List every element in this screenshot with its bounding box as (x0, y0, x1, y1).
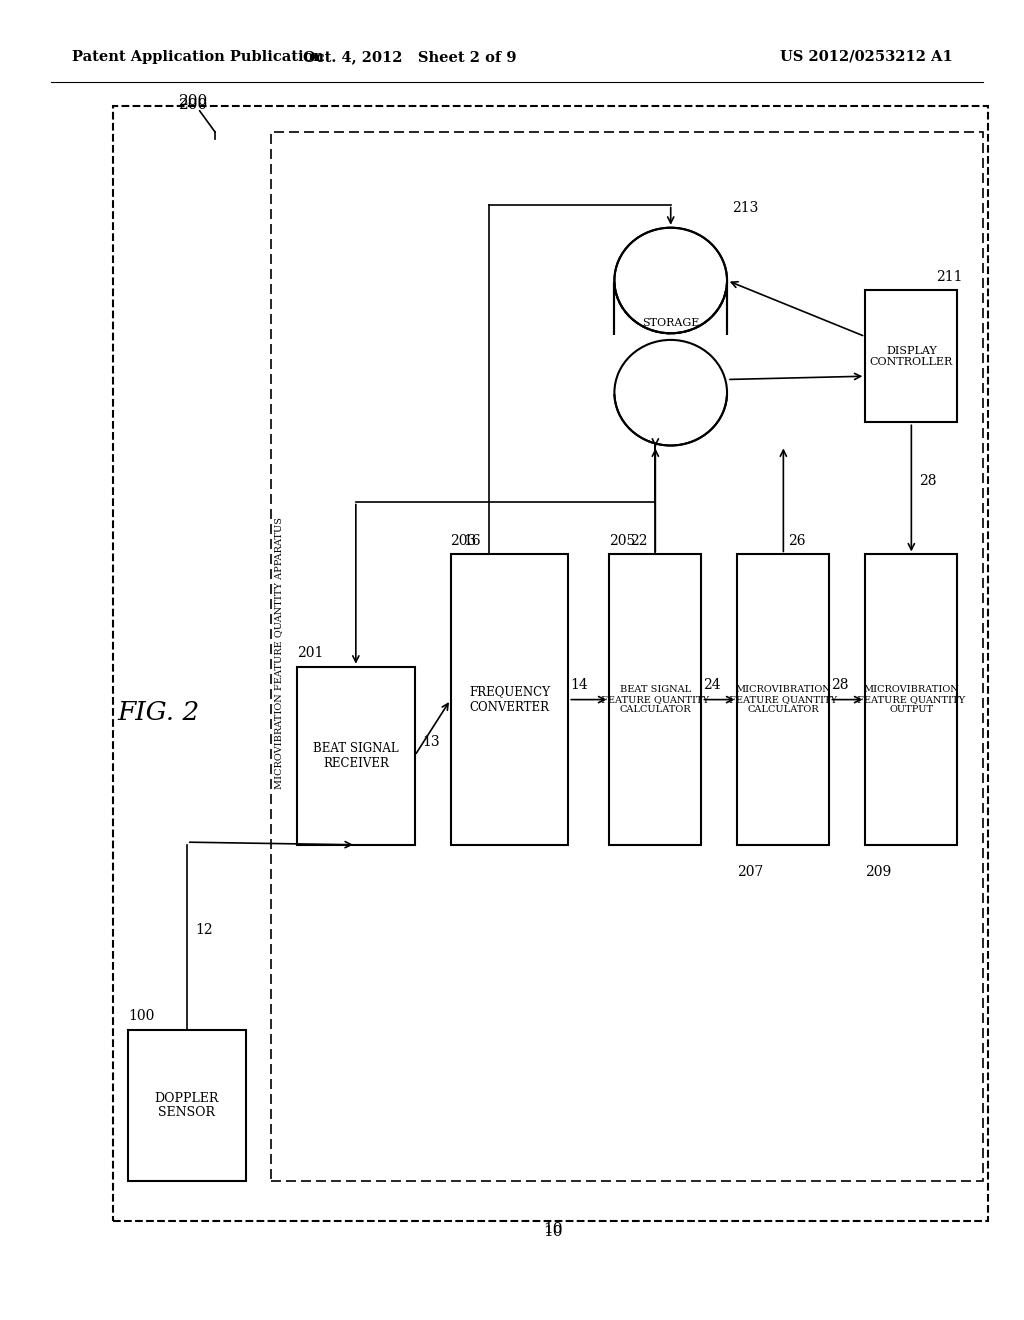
Bar (113, 106, 988, 1221)
Bar (865, 554, 957, 845)
Ellipse shape (614, 339, 727, 445)
Text: 205: 205 (609, 533, 636, 548)
Bar (614, 281, 727, 393)
Text: 10: 10 (543, 1225, 563, 1239)
Text: 213: 213 (732, 201, 759, 214)
Bar (612, 222, 729, 281)
Ellipse shape (614, 227, 727, 333)
Text: 22: 22 (630, 533, 647, 548)
Text: 14: 14 (570, 677, 588, 692)
Text: 12: 12 (195, 923, 213, 937)
Text: 200: 200 (179, 98, 209, 112)
Text: BEAT SIGNAL
FEATURE QUANTITY
CALCULATOR: BEAT SIGNAL FEATURE QUANTITY CALCULATOR (601, 685, 710, 714)
Text: 24: 24 (703, 677, 721, 692)
Text: US 2012/0253212 A1: US 2012/0253212 A1 (779, 50, 952, 63)
Text: Oct. 4, 2012   Sheet 2 of 9: Oct. 4, 2012 Sheet 2 of 9 (303, 50, 516, 63)
Bar (737, 554, 829, 845)
Bar (451, 554, 568, 845)
Text: 26: 26 (788, 533, 806, 548)
Bar (128, 1030, 246, 1181)
Text: 16: 16 (463, 533, 481, 548)
Text: Patent Application Publication: Patent Application Publication (72, 50, 324, 63)
Text: FIG. 2: FIG. 2 (118, 701, 200, 725)
Text: 211: 211 (936, 269, 963, 284)
Text: 207: 207 (737, 865, 764, 879)
Text: 28: 28 (831, 677, 849, 692)
Text: 28: 28 (920, 474, 937, 488)
Text: 100: 100 (128, 1008, 155, 1023)
Text: BEAT SIGNAL
RECEIVER: BEAT SIGNAL RECEIVER (313, 742, 398, 770)
Text: 200: 200 (179, 94, 209, 108)
Text: 10: 10 (543, 1222, 563, 1237)
Text: FREQUENCY
CONVERTER: FREQUENCY CONVERTER (469, 685, 550, 714)
Text: 13: 13 (422, 735, 440, 750)
Text: DISPLAY
CONTROLLER: DISPLAY CONTROLLER (869, 346, 953, 367)
Text: 203: 203 (451, 533, 477, 548)
Text: 209: 209 (865, 865, 892, 879)
Ellipse shape (614, 227, 727, 333)
Text: MICROVIBRATION
FEATURE QUANTITY
OUTPUT: MICROVIBRATION FEATURE QUANTITY OUTPUT (857, 685, 966, 714)
Bar (297, 667, 415, 845)
Text: MICROVIBRATION FEATURE QUANTITY APPARATUS: MICROVIBRATION FEATURE QUANTITY APPARATU… (274, 517, 283, 789)
Bar (609, 554, 701, 845)
Text: MICROVIBRATION
FEATURE QUANTITY
CALCULATOR: MICROVIBRATION FEATURE QUANTITY CALCULAT… (729, 685, 838, 714)
Bar (271, 132, 983, 1181)
Bar (612, 334, 729, 393)
Text: DOPPLER
SENSOR: DOPPLER SENSOR (155, 1092, 219, 1119)
Bar (865, 290, 957, 422)
Text: 201: 201 (297, 645, 324, 660)
Text: STORAGE: STORAGE (642, 318, 699, 329)
